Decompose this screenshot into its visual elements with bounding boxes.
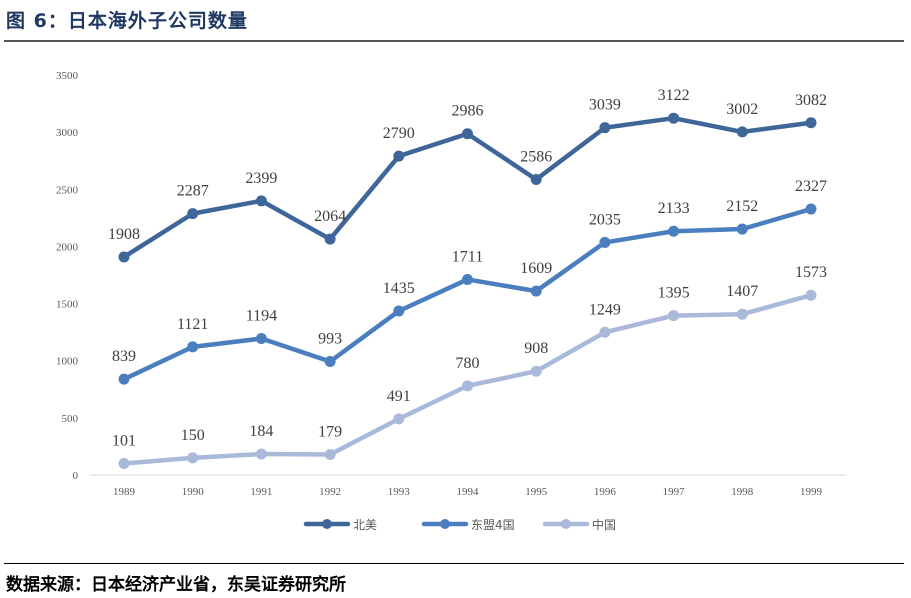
data-label: 150 — [181, 427, 205, 444]
data-point — [393, 305, 405, 317]
data-point — [530, 285, 542, 297]
data-point — [599, 236, 611, 248]
data-label: 908 — [524, 340, 548, 357]
x-tick-label: 1992 — [319, 486, 341, 498]
data-label: 2035 — [589, 211, 621, 228]
y-tick-label: 3500 — [56, 70, 79, 82]
data-point — [462, 380, 473, 392]
data-label: 2986 — [452, 103, 484, 120]
data-point — [324, 233, 336, 245]
data-point — [393, 413, 405, 425]
data-point — [187, 341, 199, 353]
data-label: 179 — [318, 424, 342, 441]
data-label: 1395 — [658, 285, 690, 302]
x-tick-label: 1993 — [388, 486, 411, 498]
x-tick-label: 1989 — [113, 486, 136, 498]
data-label: 993 — [318, 331, 342, 348]
data-label: 1908 — [108, 226, 140, 243]
data-point — [118, 373, 130, 385]
x-tick-label: 1998 — [731, 486, 754, 498]
data-point — [530, 173, 542, 185]
data-point — [805, 203, 817, 215]
data-point — [599, 122, 611, 134]
x-tick-label: 1999 — [800, 486, 823, 498]
data-point — [393, 150, 405, 162]
data-point — [668, 112, 680, 124]
data-label: 101 — [112, 432, 136, 449]
data-label: 3082 — [795, 92, 827, 109]
data-point — [736, 308, 748, 320]
data-label: 3002 — [726, 101, 758, 118]
x-tick-label: 1997 — [663, 486, 686, 498]
source-note: 数据来源：日本经济产业省，东吴证券研究所 — [6, 575, 346, 595]
data-point — [255, 333, 267, 345]
x-tick-label: 1995 — [525, 486, 548, 498]
data-label: 1573 — [795, 264, 827, 281]
legend-marker — [440, 519, 450, 529]
legend-marker — [561, 519, 571, 529]
y-tick-label: 1000 — [56, 356, 79, 368]
y-tick-label: 2000 — [56, 241, 79, 253]
data-label: 2152 — [726, 198, 758, 215]
legend-label: 中国 — [592, 517, 616, 532]
data-label: 2790 — [383, 125, 415, 142]
data-label: 2133 — [658, 200, 690, 217]
legend-marker — [322, 519, 332, 529]
data-point — [462, 273, 473, 285]
data-point — [668, 225, 680, 237]
data-label: 184 — [249, 423, 273, 440]
legend-label: 东盟4国 — [471, 518, 515, 532]
data-point — [599, 326, 611, 338]
x-tick-label: 1994 — [457, 486, 480, 498]
y-tick-label: 0 — [73, 470, 79, 482]
data-label: 1121 — [177, 316, 208, 333]
data-point — [187, 208, 199, 220]
data-label: 2064 — [314, 208, 346, 225]
title-divider — [4, 40, 904, 42]
series-line-2 — [123, 293, 812, 466]
x-tick-label: 1996 — [594, 486, 617, 498]
data-point — [736, 223, 748, 235]
data-point — [530, 365, 542, 377]
data-point — [805, 289, 817, 301]
data-label: 2287 — [177, 183, 209, 200]
y-tick-label: 500 — [62, 413, 79, 425]
x-tick-label: 1991 — [250, 486, 272, 498]
data-label: 2399 — [245, 170, 277, 187]
data-label: 1435 — [383, 280, 415, 297]
data-label: 780 — [456, 355, 480, 372]
data-point — [324, 449, 336, 461]
data-label: 1711 — [452, 248, 483, 265]
data-label: 1609 — [520, 260, 552, 277]
x-tick-label: 1990 — [182, 486, 205, 498]
y-tick-label: 2500 — [56, 184, 79, 196]
data-point — [255, 195, 267, 207]
data-label: 1407 — [726, 283, 758, 300]
data-point — [736, 126, 748, 138]
data-point — [668, 310, 680, 322]
data-point — [805, 117, 817, 129]
line-chart: 0 500 1000 1500 2000 2500 3000 3500 1989 1990 1991… — [56, 70, 846, 532]
data-point — [462, 128, 473, 140]
series-line-1 — [123, 206, 812, 382]
data-label: 1249 — [589, 301, 621, 318]
data-label: 2586 — [520, 148, 552, 165]
y-tick-label: 1500 — [56, 299, 79, 311]
y-tick-label: 3000 — [56, 127, 79, 139]
data-point — [187, 452, 199, 464]
data-label: 491 — [387, 388, 411, 405]
figure-title: 图 6：日本海外子公司数量 — [6, 10, 248, 32]
data-label: 1194 — [246, 308, 277, 325]
source-divider — [4, 563, 904, 564]
data-point — [324, 356, 336, 368]
data-label: 2327 — [795, 178, 827, 195]
data-label: 839 — [112, 348, 136, 365]
legend-label: 北美 — [353, 518, 377, 532]
data-point — [118, 457, 130, 469]
data-point — [118, 251, 130, 263]
data-label: 3039 — [589, 97, 621, 114]
data-point — [255, 448, 267, 460]
data-label: 3122 — [658, 87, 690, 104]
